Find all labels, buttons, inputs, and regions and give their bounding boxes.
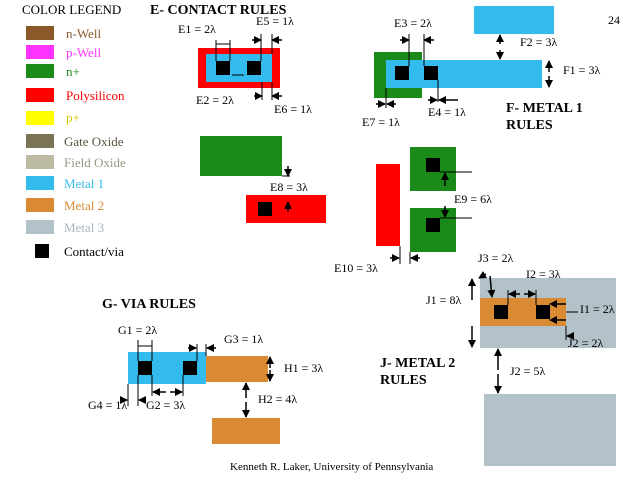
label-j2-small: J2 = 2λ (568, 336, 603, 350)
contact-rules-section: E- CONTACT RULES E1 = 2λ E5 = 1λ E2 = 2λ… (150, 3, 326, 223)
legend-label-metal-2: Metal 2 (64, 198, 104, 213)
legend-label-polysilicon: Polysilicon (66, 88, 125, 103)
label-e8: E8 = 3λ (270, 180, 308, 194)
label-g3: G3 = 1λ (224, 332, 263, 346)
via-square (536, 305, 550, 319)
footer-credit: Kenneth R. Laker, University of Pennsylv… (230, 461, 433, 473)
metal2-wire (480, 298, 566, 326)
contact-square (216, 61, 230, 75)
legend-swatch-contact-via (35, 244, 49, 258)
contact-square (424, 66, 438, 80)
legend-label-contact-via: Contact/via (64, 244, 124, 259)
label-g4: G4 = 1λ (88, 398, 127, 412)
via-square (494, 305, 508, 319)
legend-swatch-p-well (26, 45, 54, 59)
metal2-rules-title-line1: J- METAL 2 (380, 356, 455, 371)
legend-label-p-well: p-Well (66, 45, 101, 60)
label-i1: I1 = 2λ (580, 302, 615, 316)
legend-label-gate-oxide: Gate Oxide (64, 134, 124, 149)
n-plus-region (200, 136, 282, 176)
metal3-lower (484, 394, 616, 466)
label-f2: F2 = 3λ (520, 35, 557, 49)
legend-swatch-metal-3 (26, 220, 54, 234)
contact-square (426, 218, 440, 232)
legend-swatch-n-plus (26, 64, 54, 78)
metal2-rules-section: J3 = 2λ I2 = 3λ J1 = 8λ I1 = 2λ J2 = 2λ … (380, 251, 616, 466)
label-f1: F1 = 3λ (563, 63, 600, 77)
legend-label-field-oxide: Field Oxide (64, 155, 126, 170)
label-j1: J1 = 8λ (426, 293, 461, 307)
label-e10: E10 = 3λ (334, 261, 378, 275)
label-e1: E1 = 2λ (178, 22, 216, 36)
label-e2: E2 = 2λ (196, 93, 234, 107)
label-g2: G2 = 3λ (146, 398, 185, 412)
page-number: 24 (608, 13, 620, 27)
legend-label-metal-3: Metal 3 (64, 220, 104, 235)
label-i2: I2 = 3λ (526, 267, 561, 281)
legend-title: COLOR LEGEND (22, 2, 121, 17)
legend-label-metal-1: Metal 1 (64, 176, 104, 191)
legend-swatch-field-oxide (26, 155, 54, 169)
metal2-separate (212, 418, 280, 444)
metal1-top-bar (474, 6, 554, 34)
metal2-rules-title-line2: RULES (380, 373, 427, 388)
legend-swatch-n-well (26, 26, 54, 40)
label-e4: E4 = 1λ (428, 105, 466, 119)
contact-square (247, 61, 261, 75)
label-j2-large: J2 = 5λ (510, 364, 545, 378)
via-rules-title: G- VIA RULES (102, 297, 196, 312)
label-h1: H1 = 3λ (284, 361, 323, 375)
contact-square (426, 158, 440, 172)
label-e3: E3 = 2λ (394, 16, 432, 30)
contact-rules-title: E- CONTACT RULES (150, 3, 287, 18)
metal1-rules-title-line2: RULES (506, 118, 553, 133)
metal1-rules-title-line1: F- METAL 1 (506, 101, 583, 116)
metal1-rules-section: E3 = 2λ F2 = 3λ F1 = 3λ E7 = 1λ E4 = 1λ … (334, 6, 600, 275)
metal2-over-via (206, 356, 268, 382)
label-g1: G1 = 2λ (118, 323, 157, 337)
legend-label-n-well: n-Well (66, 26, 101, 41)
label-e9: E9 = 6λ (454, 192, 492, 206)
legend-label-n-plus: n+ (66, 64, 80, 79)
label-e7: E7 = 1λ (362, 115, 400, 129)
legend-swatch-gate-oxide (26, 134, 54, 148)
color-legend: COLOR LEGEND n-Well p-Well n+ Polysilico… (22, 2, 126, 259)
label-h2: H2 = 4λ (258, 392, 297, 406)
via-square (183, 361, 197, 375)
legend-swatch-metal-1 (26, 176, 54, 190)
contact-square (395, 66, 409, 80)
poly-gate (376, 164, 400, 246)
label-e5: E5 = 1λ (256, 14, 294, 28)
legend-swatch-metal-2 (26, 198, 54, 212)
via-square (138, 361, 152, 375)
legend-label-p-plus: p+ (66, 110, 80, 125)
contact-square (258, 202, 272, 216)
legend-swatch-p-plus (26, 111, 54, 125)
label-j3: J3 = 2λ (478, 251, 513, 265)
metal1-wire (386, 60, 542, 88)
label-e6: E6 = 1λ (274, 102, 312, 116)
legend-swatch-polysilicon (26, 88, 54, 102)
via-rules-section: G- VIA RULES G1 = 2λ G3 = 1λ H1 = 3λ H2 … (88, 297, 323, 444)
